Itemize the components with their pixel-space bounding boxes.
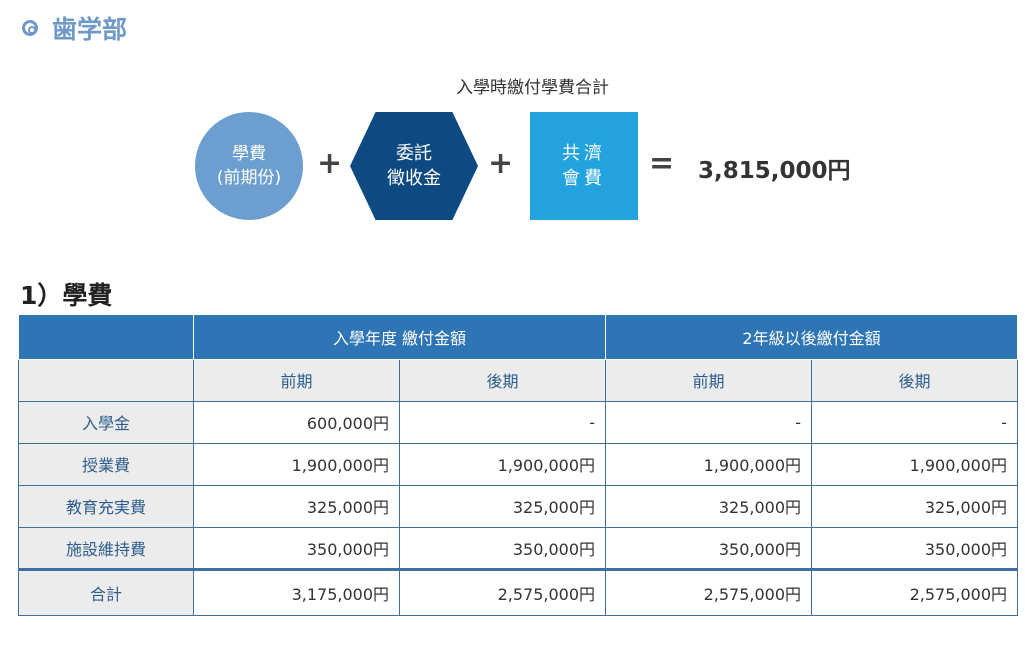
total-row-label: 合計 [18,567,194,616]
table-cell: 1,900,000円 [193,442,400,486]
double-circle-icon [22,20,38,36]
table-cell: 325,000円 [605,484,812,528]
square-line2: 會費 [562,168,606,189]
table-cell: 350,000円 [811,526,1018,570]
mutual-aid-fee-square: 共濟 會費 [530,112,638,220]
table-cell: - [811,400,1018,444]
total-cell: 2,575,000円 [605,567,812,616]
table-cell: 1,900,000円 [605,442,812,486]
total-cell: 2,575,000円 [399,567,606,616]
tuition-circle-line1: 學費 [232,144,266,164]
row-label: 施設維持費 [18,526,194,570]
row-label: 教育充実費 [18,484,194,528]
table-sub-header-row: 前期 後期 前期 後期 [18,358,1018,402]
table-row: 授業費 1,900,000円 1,900,000円 1,900,000円 1,9… [18,442,1018,486]
table-row: 教育充実費 325,000円 325,000円 325,000円 325,000… [18,484,1018,528]
table-cell: 350,000円 [399,526,606,570]
sub-header-cell: 前期 [605,358,812,402]
plus-sign: + [488,146,514,181]
tuition-circle: 學費 (前期份) [195,112,303,220]
table-cell: 1,900,000円 [399,442,606,486]
table-cell: 325,000円 [399,484,606,528]
sub-header-cell: 後期 [399,358,606,402]
tuition-circle-line2: (前期份) [216,168,282,188]
table-corner-cell [18,315,194,360]
total-cell: 3,175,000円 [193,567,400,616]
table-cell: 350,000円 [193,526,400,570]
tuition-table: 入學年度 繳付金額 2年級以後繳付金額 前期 後期 前期 後期 入學金 600,… [18,315,1018,616]
department-heading: 歯学部 [22,10,127,46]
plus-sign: + [317,146,343,181]
table-corner-cell [18,358,194,402]
table-cell: 325,000円 [811,484,1018,528]
row-label: 入學金 [18,400,194,444]
table-cell: - [399,400,606,444]
row-label: 授業費 [18,442,194,486]
table-row: 入學金 600,000円 - - - [18,400,1018,444]
group-header-first-year: 入學年度 繳付金額 [193,315,606,360]
hexagon-line1: 委託 [396,143,432,164]
table-cell: 325,000円 [193,484,400,528]
table-row: 施設維持費 350,000円 350,000円 350,000円 350,000… [18,526,1018,570]
department-title: 歯学部 [52,15,128,44]
sub-header-cell: 後期 [811,358,1018,402]
hexagon-line2: 徵收金 [387,168,441,189]
total-cell: 2,575,000円 [811,567,1018,616]
table-cell: 1,900,000円 [811,442,1018,486]
formula-title: 入學時繳付學費合計 [456,78,609,98]
formula-total: 3,815,000円 [698,158,851,184]
equals-sign: = [649,146,675,181]
table-total-row: 合計 3,175,000円 2,575,000円 2,575,000円 2,57… [18,567,1018,616]
group-header-later-years: 2年級以後繳付金額 [605,315,1018,360]
table-group-header-row: 入學年度 繳付金額 2年級以後繳付金額 [18,315,1018,360]
table-cell: 600,000円 [193,400,400,444]
table-cell: - [605,400,812,444]
square-line1: 共濟 [562,143,606,164]
table-cell: 350,000円 [605,526,812,570]
sub-header-cell: 前期 [193,358,400,402]
section-title: 1）學費 [20,281,113,310]
commission-fee-hexagon: 委託 徵收金 [350,112,478,220]
